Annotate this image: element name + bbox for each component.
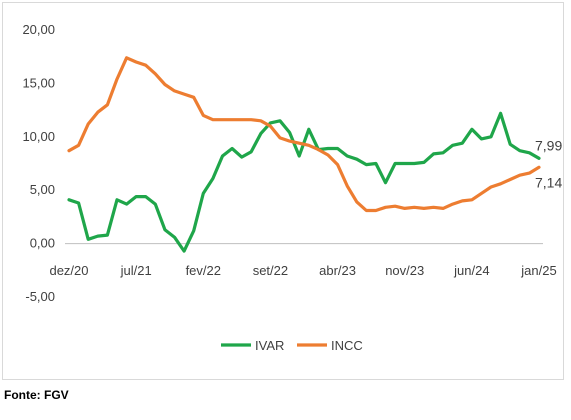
x-tick-label: jul/21 [120, 263, 152, 278]
series-line-incc [67, 56, 541, 213]
data-label-incc: 7,14 [535, 174, 562, 190]
y-tick-label: 20,00 [22, 22, 55, 37]
series-lines [67, 56, 541, 253]
x-axis-ticks: dez/20 jul/21 fev/22 set/22 abr/23 nov/23 jun/… [49, 263, 556, 278]
source-note: Fonte: FGV [4, 388, 69, 402]
legend: IVAR INCC [221, 338, 363, 353]
x-tick-label: fev/22 [186, 263, 221, 278]
y-tick-label: 15,00 [22, 75, 55, 90]
x-tick-label: jan/25 [520, 263, 556, 278]
y-axis-ticks: -5,00 0,00 5,00 10,00 15,00 20,00 [22, 22, 55, 304]
y-tick-label: 0,00 [30, 236, 55, 251]
y-tick-label: 10,00 [22, 129, 55, 144]
series-line-ivar [67, 111, 541, 253]
data-label-ivar: 7,99 [535, 137, 562, 153]
y-tick-label: 5,00 [30, 182, 55, 197]
x-tick-label: set/22 [253, 263, 288, 278]
x-tick-label: jun/24 [453, 263, 489, 278]
y-tick-label: -5,00 [25, 289, 55, 304]
chart-frame: -5,00 0,00 5,00 10,00 15,00 20,00 dez/20 jul/2… [2, 2, 564, 380]
line-chart: -5,00 0,00 5,00 10,00 15,00 20,00 dez/20 jul/2… [22, 22, 562, 353]
x-tick-label: nov/23 [385, 263, 424, 278]
x-tick-label: abr/23 [319, 263, 356, 278]
legend-label-incc: INCC [331, 338, 363, 353]
data-labels: 7,99 7,14 [535, 137, 562, 190]
x-tick-label: dez/20 [49, 263, 88, 278]
legend-label-ivar: IVAR [255, 338, 284, 353]
